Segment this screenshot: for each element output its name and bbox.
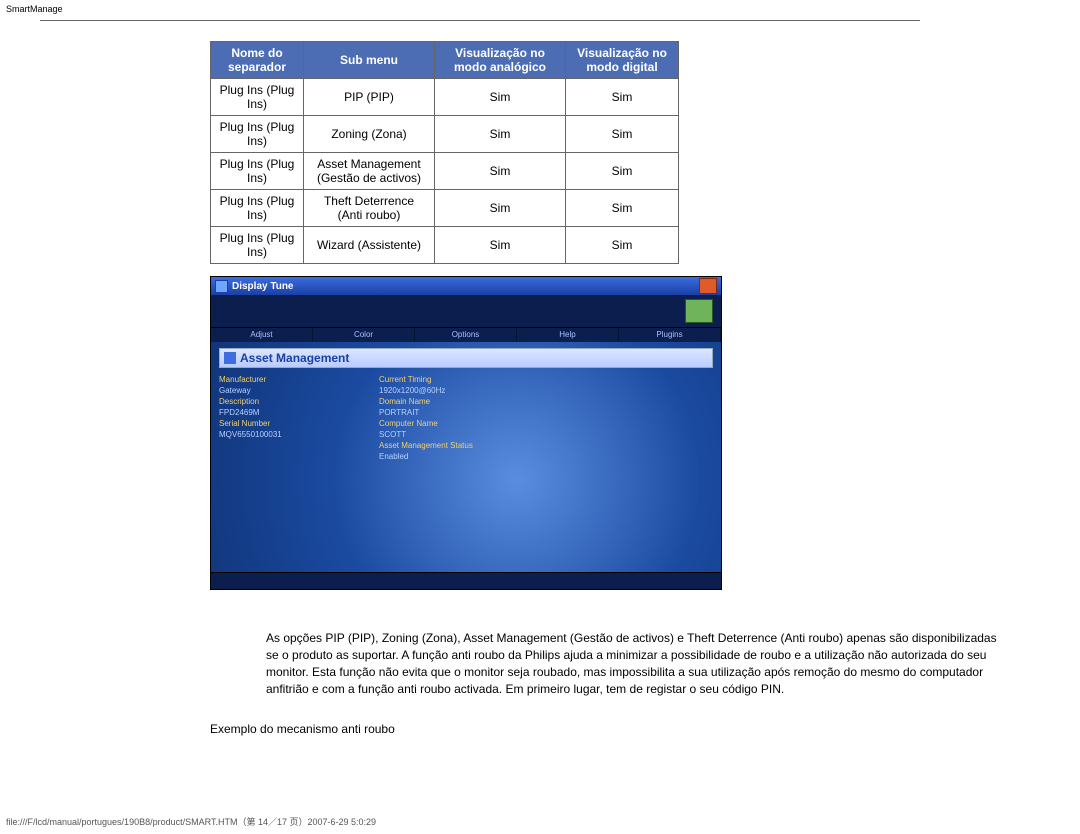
table-row: Plug Ins (Plug Ins) Asset Management (Ge… bbox=[211, 153, 679, 190]
asset-title-text: Asset Management bbox=[240, 351, 349, 365]
window-header bbox=[211, 295, 721, 327]
field-label: Description bbox=[219, 397, 259, 406]
table-header: Visualização no modo digital bbox=[566, 42, 679, 79]
cell: PIP (PIP) bbox=[304, 79, 435, 116]
table-row: Plug Ins (Plug Ins) Theft Deterrence (An… bbox=[211, 190, 679, 227]
cell: Plug Ins (Plug Ins) bbox=[211, 227, 304, 264]
close-icon[interactable] bbox=[699, 278, 717, 294]
cell: Sim bbox=[435, 190, 566, 227]
cell: Plug Ins (Plug Ins) bbox=[211, 190, 304, 227]
monitor-icon bbox=[685, 299, 713, 323]
cell: Sim bbox=[435, 116, 566, 153]
field-value: Gateway bbox=[219, 386, 251, 395]
cell: Asset Management (Gestão de activos) bbox=[304, 153, 435, 190]
cell: Sim bbox=[435, 79, 566, 116]
table-header: Visualização no modo analógico bbox=[435, 42, 566, 79]
footer-path: file:///F/lcd/manual/portugues/190B8/pro… bbox=[6, 815, 376, 828]
cell: Zoning (Zona) bbox=[304, 116, 435, 153]
tabs-bar: Adjust Color Options Help Plugins bbox=[211, 327, 721, 342]
document-frame: Nome do separador Sub menu Visualização … bbox=[40, 20, 920, 811]
cell: Sim bbox=[566, 227, 679, 264]
field-value: MQV6550100031 bbox=[219, 430, 282, 439]
window-titlebar: Display Tune bbox=[211, 277, 721, 295]
field-label: Domain Name bbox=[379, 397, 430, 406]
cell: Wizard (Assistente) bbox=[304, 227, 435, 264]
cell: Sim bbox=[435, 153, 566, 190]
tab-help[interactable]: Help bbox=[517, 328, 619, 342]
tab-options[interactable]: Options bbox=[415, 328, 517, 342]
cell: Sim bbox=[566, 153, 679, 190]
body-paragraph: As opções PIP (PIP), Zoning (Zona), Asse… bbox=[210, 630, 1006, 698]
table-row: Plug Ins (Plug Ins) Zoning (Zona) Sim Si… bbox=[211, 116, 679, 153]
asset-info: ManufacturerGateway DescriptionFPD2469M … bbox=[219, 374, 713, 462]
field-value: SCOTT bbox=[379, 430, 406, 439]
field-value: FPD2469M bbox=[219, 408, 259, 417]
field-label: Serial Number bbox=[219, 419, 270, 428]
asset-title: Asset Management bbox=[219, 348, 713, 368]
tab-plugins[interactable]: Plugins bbox=[619, 328, 721, 342]
content-area: Nome do separador Sub menu Visualização … bbox=[40, 21, 1006, 811]
field-label: Current Timing bbox=[379, 375, 431, 384]
field-label: Manufacturer bbox=[219, 375, 266, 384]
field-label: Computer Name bbox=[379, 419, 438, 428]
cell: Sim bbox=[566, 79, 679, 116]
table-row: Plug Ins (Plug Ins) Wizard (Assistente) … bbox=[211, 227, 679, 264]
cell: Sim bbox=[566, 190, 679, 227]
table-row: Plug Ins (Plug Ins) PIP (PIP) Sim Sim bbox=[211, 79, 679, 116]
field-value: PORTRAIT bbox=[379, 408, 419, 417]
cell: Sim bbox=[566, 116, 679, 153]
page-title: SmartManage bbox=[6, 4, 63, 14]
cell: Plug Ins (Plug Ins) bbox=[211, 116, 304, 153]
cell: Sim bbox=[435, 227, 566, 264]
app-icon bbox=[215, 280, 228, 293]
cell: Plug Ins (Plug Ins) bbox=[211, 153, 304, 190]
window-title: Display Tune bbox=[232, 281, 294, 292]
statusbar bbox=[211, 572, 721, 589]
cell: Plug Ins (Plug Ins) bbox=[211, 79, 304, 116]
field-value: Enabled bbox=[379, 452, 408, 461]
feature-table: Nome do separador Sub menu Visualização … bbox=[210, 41, 679, 264]
field-label: Asset Management Status bbox=[379, 441, 473, 450]
cell: Theft Deterrence (Anti roubo) bbox=[304, 190, 435, 227]
table-header: Sub menu bbox=[304, 42, 435, 79]
display-tune-window: Display Tune Adjust Color Options Help P… bbox=[210, 276, 722, 590]
tab-color[interactable]: Color bbox=[313, 328, 415, 342]
asset-icon bbox=[224, 352, 236, 364]
tab-adjust[interactable]: Adjust bbox=[211, 328, 313, 342]
info-col-left: ManufacturerGateway DescriptionFPD2469M … bbox=[219, 374, 379, 462]
body-caption: Exemplo do mecanismo anti roubo bbox=[210, 722, 1006, 736]
table-header: Nome do separador bbox=[211, 42, 304, 79]
info-col-right: Current Timing 1920x1200@60Hz Domain Name… bbox=[379, 374, 539, 462]
asset-pane: Asset Management Manufacturer Gateway Des… bbox=[211, 342, 721, 572]
field-value: 1920x1200@60Hz bbox=[379, 386, 445, 395]
